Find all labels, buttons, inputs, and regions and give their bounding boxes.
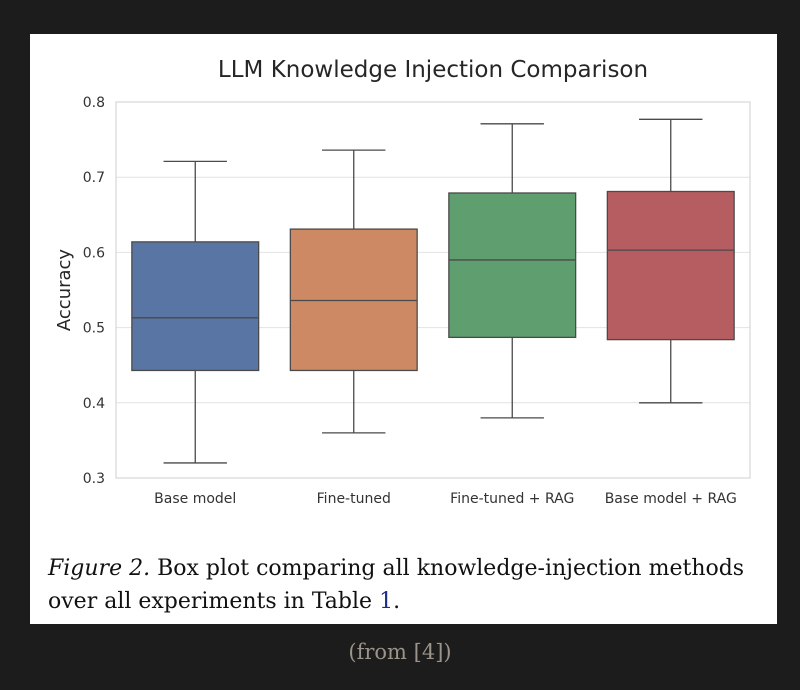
x-tick-label: Base model + RAG	[605, 491, 737, 507]
caption-text-end: .	[393, 589, 401, 614]
caption-table-ref-link[interactable]: 1	[379, 589, 394, 614]
figure-caption: Figure 2. Box plot comparing all knowled…	[48, 552, 760, 618]
box-base-model-rag	[606, 190, 735, 341]
y-tick-label: 0.8	[83, 95, 105, 111]
box-fine-tuned-rag	[448, 192, 577, 339]
caption-text: Box plot comparing all knowledge-injecti…	[48, 556, 745, 614]
source-citation: (from [4])	[348, 640, 452, 664]
box-plot-chart: LLM Knowledge Injection Comparison 0.3 0.4…	[54, 57, 751, 507]
x-tick-label: Base model	[154, 491, 236, 507]
chart-title: LLM Knowledge Injection Comparison	[218, 57, 648, 83]
caption-label: Figure 2.	[48, 556, 151, 581]
y-tick-label: 0.4	[83, 396, 105, 412]
figure-card: LLM Knowledge Injection Comparison 0.3 0.4…	[30, 34, 777, 624]
y-tick-label: 0.3	[83, 471, 105, 487]
box-fine-tuned	[289, 228, 418, 372]
x-tick-label: Fine-tuned	[317, 491, 391, 507]
y-tick-label: 0.5	[83, 321, 105, 337]
box-base-model	[131, 241, 260, 372]
y-axis-label: Accuracy	[54, 249, 75, 332]
y-tick-label: 0.7	[83, 170, 105, 186]
x-tick-label: Fine-tuned + RAG	[450, 491, 574, 507]
plot-frame	[115, 101, 751, 479]
y-tick-label: 0.6	[83, 245, 105, 261]
